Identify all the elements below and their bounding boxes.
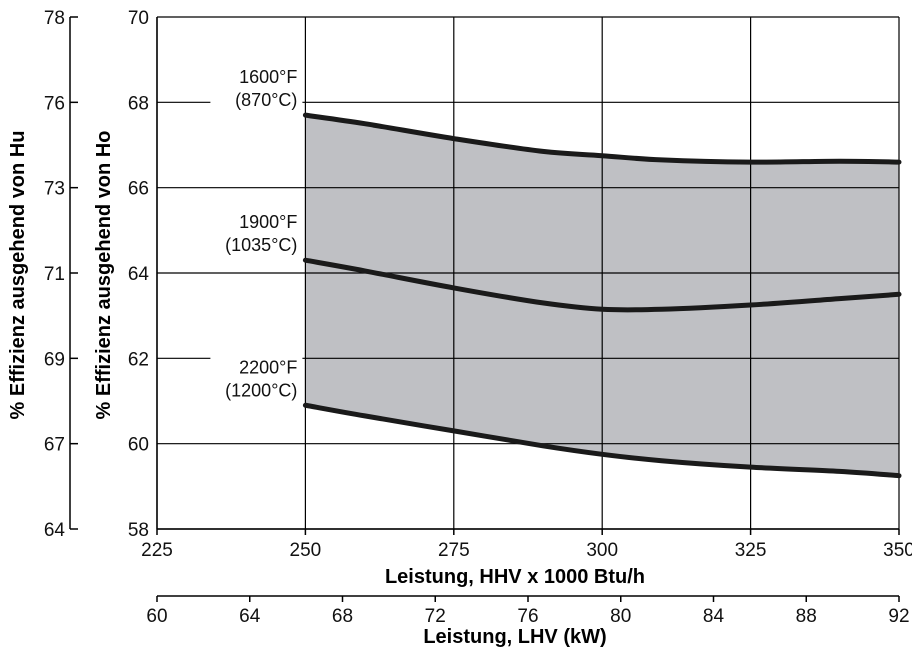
y-hu-tick-label: 71 [44, 264, 65, 285]
series-label-1: 1900°F [239, 212, 297, 232]
y-ho-tick-label: 68 [128, 93, 149, 114]
y-ho-tick-label: 64 [128, 264, 150, 285]
series-line-2 [302, 402, 902, 479]
series-line-1 [302, 257, 902, 313]
series-label-bg-2 [210, 353, 303, 402]
series-label-bg-1 [210, 208, 303, 257]
x-lhv-tick-label: 84 [703, 606, 725, 627]
x-lhv-tick-label: 76 [517, 606, 538, 627]
x-lhv-tick-label: 72 [425, 606, 446, 627]
x-hhv-tick-label: 350 [883, 540, 912, 561]
series-label-bg-0 [210, 63, 303, 112]
x-hhv-tick-label: 300 [586, 540, 618, 561]
series-label-sub-2: (1200°C) [225, 380, 297, 400]
y-hu-tick-label: 78 [44, 8, 65, 29]
y-ho-tick-label: 58 [128, 520, 149, 541]
y-hu-tick-label: 64 [44, 520, 66, 541]
y-hu-tick-label: 67 [44, 435, 65, 456]
x-lhv-tick-label: 60 [146, 606, 167, 627]
x-hhv-tick-label: 225 [141, 540, 173, 561]
x-axis-lhv-label: Leistung, LHV (kW) [423, 626, 606, 648]
y-ho-tick-label: 66 [128, 179, 149, 200]
y-axis-ho-label: % Effizienz ausgehend von Ho [93, 131, 115, 420]
x-hhv-tick-label: 250 [290, 540, 322, 561]
x-lhv-tick-label: 88 [796, 606, 817, 627]
series-label-0: 1600°F [239, 67, 297, 87]
y-hu-tick-label: 69 [44, 349, 65, 370]
y-ho-tick-label: 60 [128, 435, 149, 456]
series-label-2: 2200°F [239, 357, 297, 377]
y-hu-tick-label: 76 [44, 93, 65, 114]
x-lhv-tick-label: 68 [332, 606, 353, 627]
y-axis-hu-label: % Effizienz ausgehend von Hu [7, 131, 29, 420]
x-axis-hhv-label: Leistung, HHV x 1000 Btu/h [385, 566, 645, 588]
series-label-sub-1: (1035°C) [225, 235, 297, 255]
x-hhv-tick-label: 325 [735, 540, 767, 561]
series-label-sub-0: (870°C) [235, 90, 297, 110]
x-lhv-tick-label: 92 [888, 606, 909, 627]
x-hhv-tick-label: 275 [438, 540, 470, 561]
x-lhv-tick-label: 80 [610, 606, 631, 627]
series-line-0 [302, 112, 902, 165]
y-ho-tick-label: 62 [128, 349, 149, 370]
x-lhv-tick-label: 64 [239, 606, 261, 627]
y-ho-tick-label: 70 [128, 8, 149, 29]
y-hu-tick-label: 73 [44, 179, 65, 200]
